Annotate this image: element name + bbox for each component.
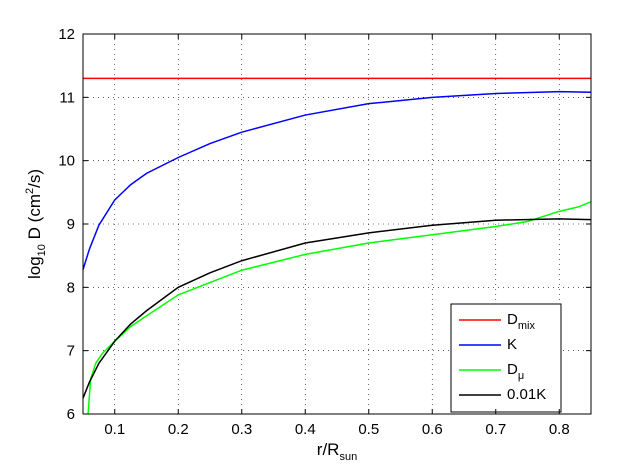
y-label-superscript: 2 (24, 188, 36, 194)
y-label-part: D (cm (25, 194, 44, 244)
series-line (82, 218, 592, 399)
legend-label-text: D (507, 361, 518, 378)
series-line (87, 201, 592, 415)
x-axis-label: r/Rsun (317, 440, 357, 463)
legend-label-text: D (507, 311, 518, 328)
x-tick-label: 0.2 (168, 421, 189, 438)
legend-label: K (507, 336, 517, 353)
legend-label-subscript: μ (518, 370, 524, 382)
y-label-part: log (25, 256, 44, 279)
y-tick-label: 8 (67, 279, 75, 296)
y-tick-label: 11 (59, 89, 75, 106)
legend-label: 0.01K (507, 386, 546, 403)
y-label-subscript: 10 (36, 244, 48, 256)
legend-label-text: K (507, 336, 517, 353)
y-label-part: /s) (25, 169, 44, 188)
x-tick-label: 0.7 (485, 421, 506, 438)
legend-label: Dμ (507, 361, 524, 382)
legend-label-text: 0.01K (507, 386, 546, 403)
x-tick-label: 0.1 (104, 421, 125, 438)
y-tick-label: 10 (58, 153, 75, 170)
series-line (82, 90, 592, 270)
x-axis-label-text: r/R (317, 440, 340, 459)
legend-box (450, 303, 562, 413)
y-tick-label: 7 (67, 343, 75, 360)
legend-label: Dmix (507, 311, 535, 332)
x-tick-label: 0.4 (295, 421, 316, 438)
x-tick-label: 0.8 (549, 421, 570, 438)
y-tick-label: 6 (67, 406, 75, 423)
x-tick-label: 0.3 (231, 421, 252, 438)
legend-label-subscript: mix (518, 320, 536, 332)
y-axis-label: log10 D (cm2/s) (24, 169, 48, 279)
x-axis-label-subscript: sun (339, 451, 357, 463)
y-tick-label: 12 (58, 26, 75, 43)
x-tick-label: 0.5 (358, 421, 379, 438)
y-tick-label: 9 (67, 216, 75, 233)
x-tick-label: 0.6 (422, 421, 443, 438)
